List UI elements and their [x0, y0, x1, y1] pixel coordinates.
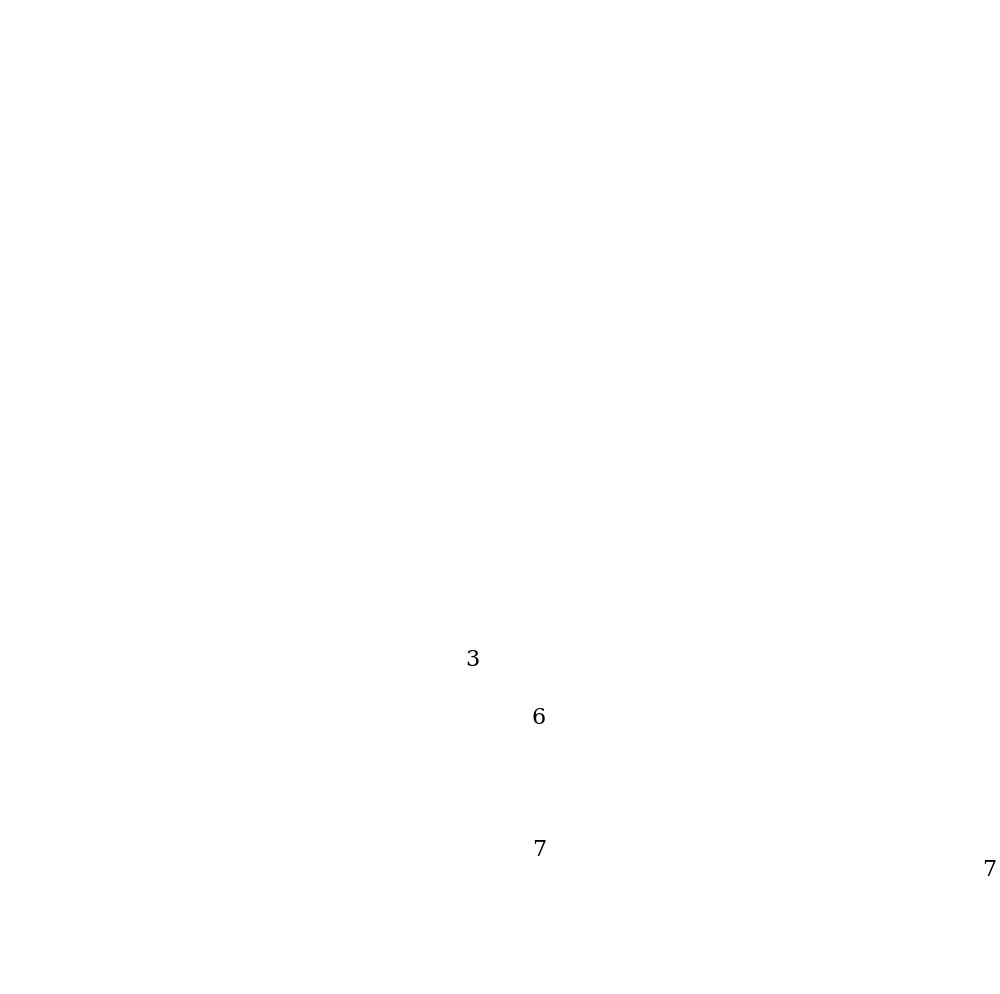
Text: 6: 6 [532, 707, 546, 729]
Circle shape [978, 687, 994, 703]
Circle shape [823, 408, 837, 422]
Bar [911, 195, 1000, 555]
Circle shape [914, 280, 1000, 490]
Circle shape [968, 677, 1000, 713]
Circle shape [599, 408, 613, 422]
Bar [486, 265, 816, 555]
Circle shape [544, 610, 593, 660]
Circle shape [521, 575, 541, 595]
Circle shape [931, 640, 1000, 750]
Circle shape [558, 367, 654, 463]
Text: 3: 3 [466, 649, 480, 671]
Bar [491, 180, 551, 218]
Bar [974, 873, 998, 891]
Circle shape [589, 399, 623, 431]
Circle shape [556, 208, 566, 218]
Circle shape [971, 338, 1000, 432]
Bar [446, 315, 504, 470]
Bar [418, 335, 446, 450]
Circle shape [691, 380, 761, 450]
Bar [911, 565, 953, 597]
Circle shape [998, 364, 1000, 406]
Circle shape [481, 547, 657, 723]
Bar [524, 554, 614, 610]
Bar [948, 803, 1000, 845]
Bar [974, 873, 998, 891]
Text: 7: 7 [532, 839, 546, 861]
Circle shape [646, 208, 656, 218]
Circle shape [814, 399, 846, 431]
Circle shape [766, 575, 786, 595]
Bar [911, 195, 1000, 555]
Circle shape [556, 622, 581, 647]
Bar [661, 808, 681, 822]
Bar [643, 720, 698, 778]
Bar [486, 265, 816, 555]
Circle shape [956, 827, 972, 843]
Bar [476, 555, 1000, 610]
Bar [491, 180, 551, 218]
Bar [524, 554, 614, 610]
Bar [446, 315, 504, 470]
Polygon shape [906, 587, 1000, 803]
Bar [476, 555, 1000, 610]
Circle shape [686, 575, 706, 595]
Circle shape [951, 660, 1000, 730]
Bar [948, 803, 1000, 845]
Text: 7: 7 [982, 859, 996, 881]
Bar [643, 720, 698, 778]
Bar [418, 335, 446, 450]
Circle shape [596, 575, 616, 595]
